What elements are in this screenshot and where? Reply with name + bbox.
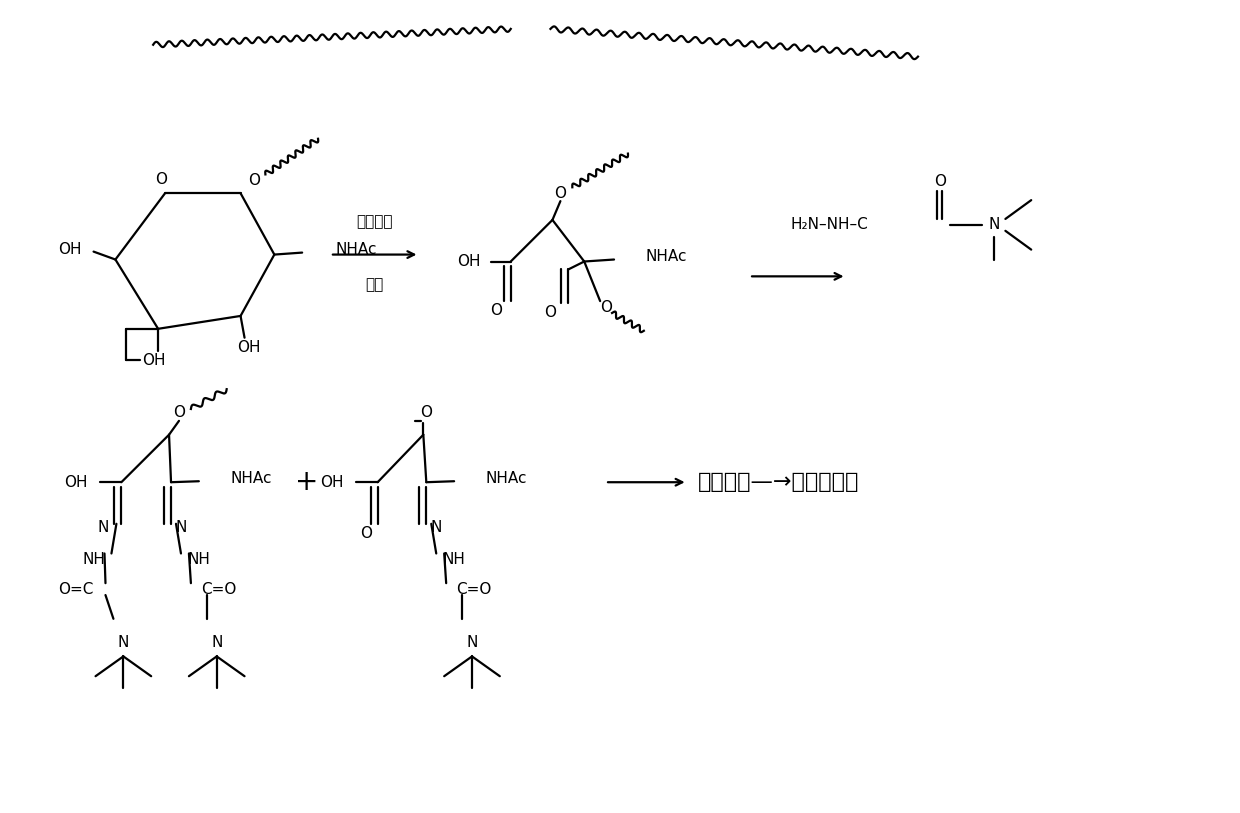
Text: O: O: [360, 526, 372, 541]
Text: OH: OH: [320, 475, 343, 489]
Text: N: N: [175, 520, 187, 535]
Text: N: N: [98, 520, 109, 535]
Text: O: O: [600, 299, 613, 315]
Text: N: N: [430, 520, 441, 535]
Text: O: O: [420, 406, 433, 420]
Text: N: N: [118, 635, 129, 650]
Text: N: N: [988, 217, 1001, 233]
Text: O: O: [248, 173, 260, 188]
Text: 质谱分析—→数据库检索: 质谱分析—→数据库检索: [697, 472, 859, 492]
Text: NHAc: NHAc: [336, 242, 377, 257]
Text: OH: OH: [237, 340, 260, 355]
Text: O: O: [155, 172, 167, 187]
Text: +: +: [295, 468, 319, 496]
Text: OH: OH: [58, 242, 82, 257]
Text: O: O: [174, 406, 185, 420]
Text: 高碘酸钔: 高碘酸钔: [356, 215, 393, 229]
Text: O: O: [544, 306, 557, 320]
Text: NHAc: NHAc: [646, 249, 687, 264]
Text: NH: NH: [82, 552, 105, 567]
Text: OH: OH: [458, 254, 481, 269]
Text: C=O: C=O: [456, 581, 492, 597]
Text: N: N: [211, 635, 222, 650]
Text: O: O: [554, 185, 567, 201]
Text: 加热: 加热: [366, 276, 384, 292]
Text: OH: OH: [64, 475, 88, 489]
Text: H₂N–NH–C: H₂N–NH–C: [791, 217, 868, 233]
Text: N: N: [466, 635, 477, 650]
Text: NHAc: NHAc: [231, 471, 272, 485]
Text: NH: NH: [443, 552, 465, 567]
Text: NHAc: NHAc: [486, 471, 527, 485]
Text: O: O: [934, 174, 946, 189]
Text: C=O: C=O: [201, 581, 237, 597]
Text: O=C: O=C: [58, 581, 93, 597]
Text: O: O: [490, 303, 502, 319]
Text: OH: OH: [143, 353, 166, 368]
Text: NH: NH: [187, 552, 211, 567]
